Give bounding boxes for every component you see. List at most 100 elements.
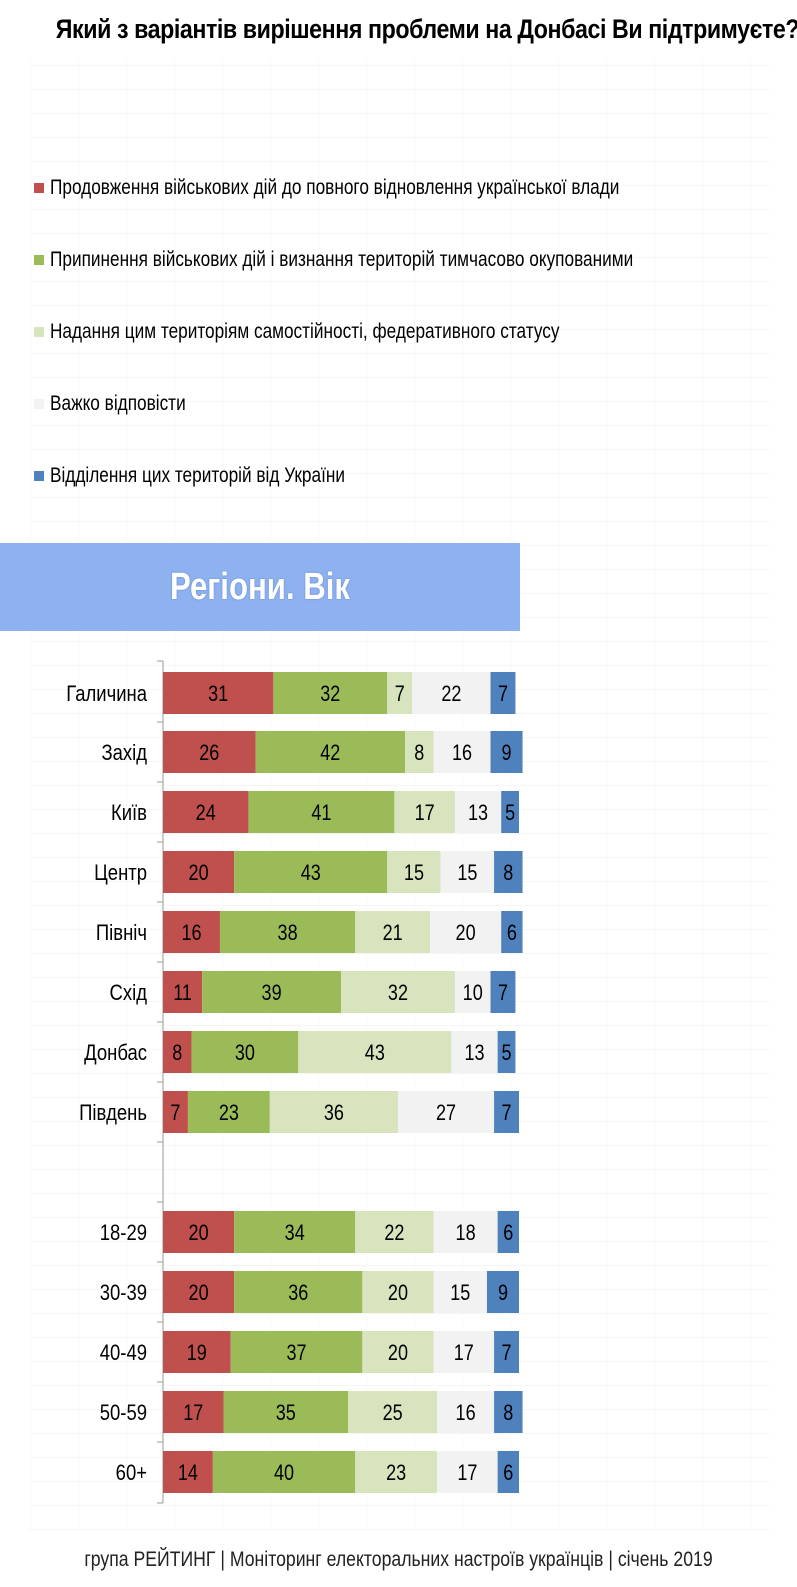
bar-segment xyxy=(451,1031,498,1073)
bar-segment xyxy=(497,1031,516,1073)
bar-segment xyxy=(163,791,249,833)
data-label: 34 xyxy=(285,1221,305,1245)
data-label: 15 xyxy=(404,861,424,885)
data-label: 6 xyxy=(503,1461,513,1485)
data-label: 20 xyxy=(388,1341,408,1365)
legend-item: Продовження військових дій до повного ві… xyxy=(34,168,744,208)
bar-segment xyxy=(412,672,491,714)
bar-segment xyxy=(163,1091,188,1133)
data-label: 19 xyxy=(187,1341,207,1365)
data-label: 40 xyxy=(274,1461,294,1485)
bar-segment xyxy=(494,851,523,893)
legend-item: Важко відповісти xyxy=(34,384,215,424)
category-label: Південь xyxy=(79,1102,147,1126)
data-label: 26 xyxy=(199,741,219,765)
bar-segment xyxy=(191,1031,299,1073)
data-label: 8 xyxy=(172,1041,182,1065)
data-label: 37 xyxy=(286,1341,306,1365)
bar-segment xyxy=(433,1271,487,1313)
data-label: 20 xyxy=(189,1221,209,1245)
bar-segment xyxy=(494,1091,519,1133)
bar-segment xyxy=(490,672,516,714)
bar-segment xyxy=(501,911,523,953)
data-label: 10 xyxy=(463,981,483,1005)
data-label: 35 xyxy=(276,1401,296,1425)
legend-label: Продовження військових дій до повного ві… xyxy=(50,176,620,199)
bar-segment xyxy=(202,971,341,1013)
category-label: 60+ xyxy=(116,1462,147,1486)
legend-label: Важко відповісти xyxy=(50,392,186,415)
data-label: 17 xyxy=(454,1341,474,1365)
legend-swatch xyxy=(34,399,44,409)
data-label: 16 xyxy=(456,1401,476,1425)
data-label: 38 xyxy=(278,921,298,945)
bar-segment xyxy=(223,1391,349,1433)
bar-segment xyxy=(341,971,455,1013)
legend-swatch xyxy=(34,327,44,337)
bar-segment xyxy=(234,851,388,893)
data-label: 20 xyxy=(388,1281,408,1305)
bar-segment xyxy=(163,672,274,714)
bar-segment xyxy=(355,1211,434,1253)
category-label: 50-59 xyxy=(100,1402,147,1426)
bar-segment xyxy=(405,731,434,773)
data-label: 17 xyxy=(457,1461,477,1485)
bar-segment xyxy=(234,1271,363,1313)
data-label: 8 xyxy=(503,861,513,885)
category-label: Галичина xyxy=(66,683,147,707)
data-label: 23 xyxy=(386,1461,406,1485)
bar-segment xyxy=(230,1331,363,1373)
bar-segment xyxy=(219,911,356,953)
legend-item: Надання цим територіям самостійності, фе… xyxy=(34,312,671,352)
data-label: 16 xyxy=(181,921,201,945)
bar-segment xyxy=(362,1271,434,1313)
category-label: Київ xyxy=(111,802,147,826)
data-label: 36 xyxy=(324,1101,344,1125)
bar-segment xyxy=(163,1211,235,1253)
bar-segment xyxy=(348,1391,438,1433)
data-label: 22 xyxy=(441,682,461,706)
data-label: 17 xyxy=(415,801,435,825)
bar-segment xyxy=(362,1331,434,1373)
data-label: 20 xyxy=(456,921,476,945)
data-label: 20 xyxy=(189,1281,209,1305)
bar-segment xyxy=(163,971,203,1013)
bar-segment xyxy=(248,791,395,833)
bar-segment xyxy=(163,731,256,773)
legend-label: Відділення цих територій від України xyxy=(50,464,345,487)
data-label: 17 xyxy=(183,1401,203,1425)
data-label: 16 xyxy=(452,741,472,765)
data-label: 15 xyxy=(457,861,477,885)
bar-segment xyxy=(454,791,502,833)
legend-item: Припинення військових дій і визнання тер… xyxy=(34,240,761,280)
category-label: Центр xyxy=(94,862,147,886)
data-label: 7 xyxy=(498,682,508,706)
category-label: Захід xyxy=(101,742,147,766)
bar-segment xyxy=(163,1271,235,1313)
bar-segment xyxy=(163,1331,231,1373)
category-label: 30-39 xyxy=(100,1282,147,1306)
bar-segment xyxy=(163,851,235,893)
page-title: Який з варіантів вирішення проблеми на Д… xyxy=(55,14,797,44)
data-label: 42 xyxy=(320,741,340,765)
bar-segment xyxy=(486,1271,519,1313)
bar-segment xyxy=(387,851,441,893)
bar-segment xyxy=(433,731,491,773)
category-label: 40-49 xyxy=(100,1342,147,1366)
data-label: 20 xyxy=(189,861,209,885)
legend-swatch xyxy=(34,183,44,193)
bar-segment xyxy=(433,1331,495,1373)
bar-segment xyxy=(440,851,495,893)
data-label: 7 xyxy=(502,1341,512,1365)
bar-segment xyxy=(454,971,491,1013)
bar-segment xyxy=(355,1451,438,1493)
bar-segment xyxy=(269,1091,398,1133)
data-label: 43 xyxy=(301,861,321,885)
bar-segment xyxy=(163,1451,213,1493)
data-label: 13 xyxy=(464,1041,484,1065)
bar-segment xyxy=(163,1031,192,1073)
bar-segment xyxy=(355,911,430,953)
data-label: 31 xyxy=(208,682,228,706)
bar-segment xyxy=(490,971,516,1013)
data-label: 8 xyxy=(503,1401,513,1425)
